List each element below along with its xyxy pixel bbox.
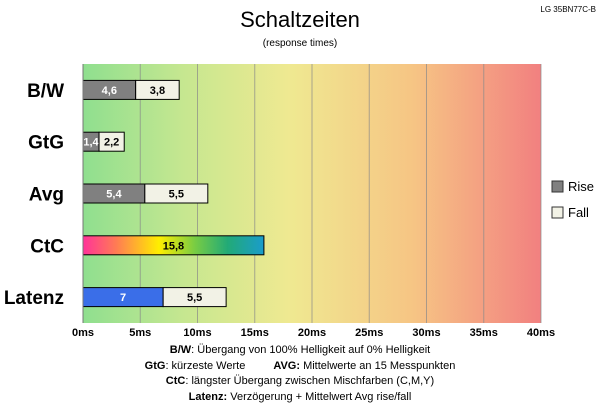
legend-label-fall: Fall [568, 205, 589, 220]
x-tick-label: 20ms [298, 327, 326, 339]
footer-lat-key: Latenz: [188, 390, 228, 403]
bar-rise-label: 5,4 [106, 189, 122, 201]
category-label: CtC [30, 236, 64, 257]
footer-legend: B/W: Übergang von 100% Helligkeit auf 0%… [0, 343, 600, 405]
footer-gtg-text: : kürzeste Werte [165, 359, 246, 372]
x-tick-label: 0ms [72, 327, 94, 339]
x-tick-label: 15ms [241, 327, 269, 339]
x-tick-label: 40ms [527, 327, 555, 339]
footer-line-latency: Latenz: Verzögerung + Mittelwert Avg ris… [0, 390, 600, 406]
monitor-model-label: LG 35BN77C-B [540, 5, 596, 14]
bar-fall-label: 2,2 [104, 137, 119, 149]
x-tick-label: 30ms [412, 327, 440, 339]
x-tick-label: 5ms [129, 327, 151, 339]
bar-rise-label: 4,6 [102, 85, 117, 97]
x-tick-label: 35ms [470, 327, 498, 339]
footer-ctc-key: CtC [165, 375, 186, 387]
chart-title: Schaltzeiten [240, 7, 360, 32]
footer-lat-text: Verzögerung + Mittelwert Avg rise/fall [227, 390, 412, 403]
legend-label-rise: Rise [568, 179, 594, 194]
footer-line-ctc: CtC: längster Übergang zwischen Mischfar… [0, 374, 600, 390]
bar-fall-label: 5,5 [187, 292, 202, 304]
bar-fall-label: 5,5 [169, 189, 184, 201]
footer-line-gtg-avg: GtG: kürzeste Werte AVG: Mittelwerte an 1… [0, 359, 600, 375]
footer-avg-key: AVG: [273, 359, 301, 372]
gridlines [139, 64, 542, 323]
bar-fall-label: 3,8 [150, 85, 165, 97]
bar-fall [135, 79, 180, 100]
x-tick-label: 10ms [183, 327, 211, 339]
bar-ctc-label: 15,8 [163, 240, 184, 252]
footer-bw-text: : Übergang von 100% Helligkeit auf 0% He… [191, 344, 431, 356]
footer-line-bw: B/W: Übergang von 100% Helligkeit auf 0%… [0, 343, 600, 359]
bar-rise-label: 1,4 [83, 137, 99, 149]
category-label: Latenz [4, 288, 64, 309]
category-label: Avg [29, 185, 64, 206]
category-label: GtG [28, 133, 64, 154]
legend-swatch-rise [551, 180, 564, 193]
x-axis-ticks: 0ms 5ms 10ms 15ms 20ms 25ms 30ms 35ms 40ms [72, 327, 555, 339]
bar-fall [162, 287, 227, 308]
x-tick-label: 25ms [355, 327, 383, 339]
category-label: B/W [27, 81, 64, 102]
footer-gtg-key: GtG [144, 359, 166, 372]
chart-subtitle: (response times) [263, 38, 337, 49]
legend: Rise Fall [551, 179, 594, 220]
category-labels: B/W GtG Avg CtC Latenz [4, 81, 64, 309]
footer-ctc-text: : längster Übergang zwischen Mischfarben… [185, 375, 435, 387]
footer-bw-key: B/W [169, 344, 192, 356]
bar-fall [98, 131, 125, 152]
footer-avg-text: Mittelwerte an 15 Messpunkten [300, 359, 456, 372]
legend-swatch-fall [551, 206, 564, 219]
bar-latency-label: 7 [120, 292, 126, 304]
bar-fall [144, 183, 209, 204]
bars: 4,6 3,8 1,4 2,2 5,4 5,5 15,8 7 5,5 [82, 79, 265, 308]
